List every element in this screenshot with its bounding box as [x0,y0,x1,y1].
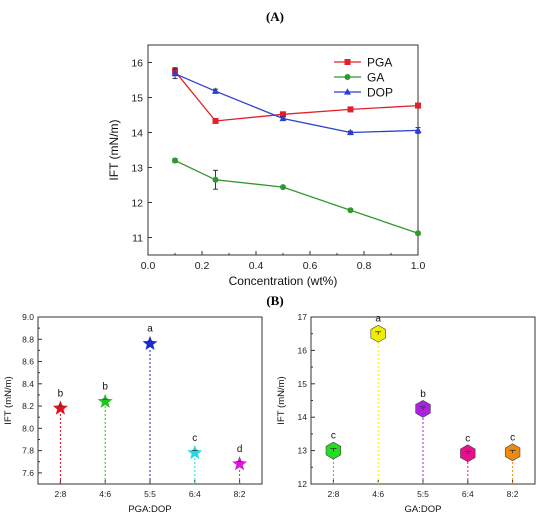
b-right-x-tick-label: 6:4 [462,489,474,499]
data-point-pga [415,102,421,109]
data-point-pga [280,111,286,118]
y-tick-label: 11 [132,233,143,245]
data-point-dop [212,87,219,94]
chart-b-left: 7.6 7.8 8.0 8.2 8.4 8.6 8.8 9.0 2:8 4:6 5:5 6:4 8:2 P… [3,312,263,515]
b-right-y-tick-label: 16 [298,345,308,355]
data-point-ga [415,230,421,237]
data-point-ga [347,207,354,214]
legend-marker-dop [344,88,351,95]
x-tick-label: 0.4 [249,260,264,272]
b-left-x-tick-label: 8:2 [234,489,246,499]
legend-label-dop: DOP [367,86,393,100]
b-right-significance-label-4: c [465,433,470,444]
legend-marker-pga [344,59,351,65]
b-right-significance-label-3: b [420,389,426,400]
b-left-y-tick-label: 9.0 [22,312,34,322]
b-left-x-tick-label: 4:6 [99,489,111,499]
b-right-significance-label-2: a [375,314,381,325]
x-tick-label: 1.0 [411,260,426,272]
data-point-dop [347,128,354,136]
b-left-star-marker-1 [50,398,71,417]
x-tick-label: 0.6 [303,260,318,272]
data-point-ga [280,184,286,191]
b-left-star-marker-5 [229,453,250,473]
b-left-star-marker-3 [140,333,160,352]
data-point-ga [172,157,178,164]
b-left-star-marker-2 [95,391,115,410]
x-tick-label: 0.8 [357,260,372,272]
b-left-y-tick-label: 8.8 [22,334,34,344]
data-point-pga [212,117,219,124]
data-point-dop [414,126,422,133]
b-right-significance-label-5: c [510,432,515,443]
chart-a: 0.0 0.2 0.4 0.6 0.8 1.0 11 12 13 14 15 16 Concentrat… [107,44,426,288]
x-axis-label: Concentration (wt%) [229,274,338,288]
b-left-y-tick-label: 8.6 [22,357,34,367]
y-tick-label: 13 [131,163,143,175]
y-tick-label: 15 [131,93,143,105]
b-right-x-tick-label: 2:8 [327,489,339,499]
b-right-y-tick-label: 14 [298,412,308,422]
b-right-y-axis-label: IFT (mN/m) [276,376,287,424]
b-right-x-tick-label: 5:5 [417,489,429,499]
y-tick-label: 16 [131,58,143,70]
y-axis-label: IFT (mN/m) [107,119,121,180]
b-left-significance-label-5: d [237,444,243,455]
data-point-dop [171,69,179,77]
data-point-dop [279,114,287,122]
b-right-y-tick-label: 13 [298,446,308,456]
b-left-y-tick-label: 8.4 [22,379,34,389]
b-left-y-tick-label: 7.8 [22,446,34,456]
b-left-x-tick-label: 6:4 [189,489,201,499]
panel-a-label: (A) [266,9,284,24]
b-left-significance-label-3: a [147,324,153,335]
series-line-ga [174,159,419,234]
panel-b-label: (B) [266,293,283,308]
b-left-y-tick-label: 7.6 [22,468,34,478]
b-right-x-axis-label: GA:DOP [405,504,442,515]
chart-b-right: 12 13 14 15 16 17 2:8 4:6 5:5 6:4 8:2 GA:DOP IFT (mN… [276,312,536,515]
b-left-significance-label-2: b [102,382,108,393]
data-point-pga [347,106,354,113]
b-left-y-axis-label: IFT (mN/m) [3,376,14,424]
y-tick-label: 12 [131,198,143,210]
b-right-x-tick-label: 4:6 [372,489,384,499]
x-tick-label: 0.0 [141,260,156,272]
b-left-y-tick-label: 8.2 [22,401,34,411]
b-right-y-tick-label: 12 [298,479,308,489]
x-tick-label: 0.2 [195,260,210,272]
data-point-ga [212,176,219,183]
y-tick-label: 14 [131,128,143,140]
b-left-x-axis-label: PGA:DOP [128,504,171,515]
b-right-y-tick-label: 15 [298,379,308,389]
b-left-significance-label-1: b [58,388,64,399]
b-left-significance-label-4: c [192,433,197,444]
legend-marker-ga [344,74,351,80]
b-right-y-tick-label: 17 [298,312,308,322]
b-right-x-tick-label: 8:2 [507,489,519,499]
b-left-y-tick-label: 8.0 [22,423,34,433]
legend-label-pga: PGA [367,56,392,70]
b-left-star-marker-4 [185,442,205,462]
b-right-significance-label-1: c [331,431,336,442]
legend-label-ga: GA [367,71,384,85]
b-left-x-tick-label: 5:5 [144,489,156,499]
b-left-x-tick-label: 2:8 [54,489,66,499]
